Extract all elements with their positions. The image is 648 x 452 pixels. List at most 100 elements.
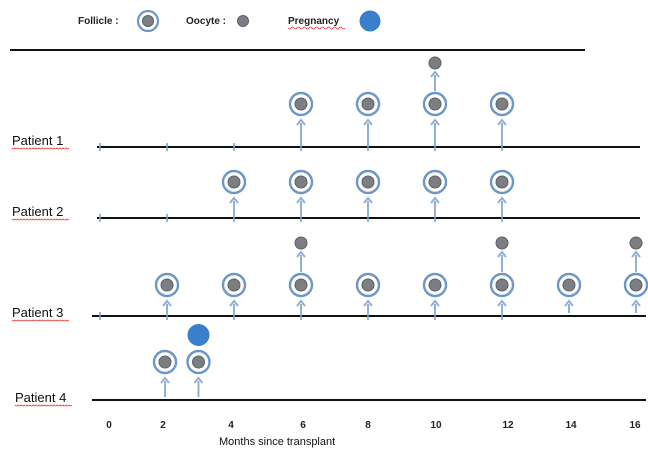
patient-row-3: Patient 3 (11, 236, 648, 322)
x-tick-label: 0 (106, 420, 112, 431)
oocyte-dot (495, 236, 509, 250)
follicle-marker (422, 169, 448, 215)
patient-row-4: Patient 4 (14, 324, 646, 407)
x-axis-tick-labels: 0 2 4 6 8 10 12 14 16 (106, 420, 641, 431)
patient-row-2: Patient 2 (11, 169, 640, 222)
arrow-head (162, 299, 172, 307)
oocyte-marker (629, 236, 643, 272)
follicle-core (294, 175, 308, 189)
arrow-head (631, 250, 641, 258)
legend-oocyte-icon (237, 15, 249, 27)
arrow-head (296, 118, 306, 126)
arrow-head (229, 299, 239, 307)
follicle-core (629, 278, 643, 292)
arrow-head (430, 118, 440, 126)
x-tick-label: 14 (565, 420, 577, 431)
arrow-head (363, 299, 373, 307)
follicle-marker (422, 91, 448, 144)
follicle-marker (154, 272, 180, 313)
x-tick-label: 12 (502, 420, 514, 431)
follicle-marker (489, 169, 515, 215)
follicle-marker (221, 272, 247, 313)
legend-follicle-label: Follicle : (78, 16, 119, 27)
patient-label: Patient 1 (12, 133, 63, 148)
spellcheck-underline (11, 147, 70, 150)
follicle-core (562, 278, 576, 292)
oocyte-dot (294, 236, 308, 250)
arrow-head (497, 196, 507, 204)
follicle-core (227, 175, 241, 189)
x-tick-label: 10 (430, 420, 442, 431)
patient-row-1: Patient 1 (11, 56, 640, 151)
follicle-core (294, 97, 308, 111)
follicle-core (495, 97, 509, 111)
x-tick-label: 2 (160, 420, 166, 431)
x-tick-label: 4 (228, 420, 234, 431)
x-tick-label: 8 (365, 420, 371, 431)
follicle-marker (489, 272, 515, 313)
x-tick-label: 16 (629, 420, 641, 431)
arrow-head (497, 299, 507, 307)
arrow-head (296, 196, 306, 204)
arrow-head (363, 118, 373, 126)
follicle-marker (623, 272, 648, 313)
spellcheck-underline (11, 218, 70, 221)
follicle-core (361, 97, 375, 111)
oocyte-marker (294, 236, 308, 272)
arrow-head (564, 299, 574, 307)
oocyte-dot (629, 236, 643, 250)
follicle-core (361, 175, 375, 189)
follicle-core (192, 355, 205, 369)
follicle-marker (355, 169, 381, 215)
oocyte-marker (495, 236, 509, 272)
arrow-head (296, 250, 306, 258)
follicle-core (495, 175, 509, 189)
follicle-marker (422, 272, 448, 313)
x-axis-title: Months since transplant (219, 436, 335, 448)
legend-oocyte-label: Oocyte : (186, 16, 226, 27)
follicle-core (158, 355, 172, 369)
arrow-head (229, 196, 239, 204)
spellcheck-underline (14, 404, 73, 407)
follicle-core (294, 278, 308, 292)
follicle-marker (221, 169, 247, 215)
follicle-core (428, 175, 442, 189)
legend-pregnancy-icon (359, 10, 381, 32)
oocyte-dot (428, 56, 442, 70)
spellcheck-underline (11, 319, 70, 322)
follicle-core (428, 278, 442, 292)
oocyte-marker (428, 56, 442, 91)
legend-follicle-icon (136, 9, 160, 33)
follicle-marker (152, 349, 178, 397)
follicle-marker (556, 272, 582, 313)
arrow-head (296, 299, 306, 307)
arrow-head (363, 196, 373, 204)
follicle-marker (186, 349, 211, 397)
patient-label: Patient 4 (15, 390, 66, 405)
arrow-head (193, 376, 204, 384)
follicle-marker (288, 91, 314, 144)
arrow-head (497, 250, 507, 258)
arrow-head (631, 299, 641, 307)
follicle-marker (288, 169, 314, 215)
follicle-marker (288, 272, 314, 313)
follicle-core (227, 278, 241, 292)
arrow-head (430, 70, 440, 78)
arrow-head (497, 118, 507, 126)
follicle-core (160, 278, 174, 292)
patient-label: Patient 3 (12, 305, 63, 320)
patient-rows: Patient 1 Patient 2 Patient 3 Patient 4 (11, 56, 648, 407)
follicle-core (495, 278, 509, 292)
follicle-marker (355, 91, 381, 144)
arrow-head (430, 196, 440, 204)
x-tick-label: 6 (300, 420, 306, 431)
legend-pregnancy-spellcheck (287, 26, 346, 30)
follicle-core (428, 97, 442, 111)
arrow-head (160, 376, 170, 384)
patient-label: Patient 2 (12, 204, 63, 219)
legend: Follicle : Oocyte : Pregnancy (78, 9, 381, 33)
follicle-marker (489, 91, 515, 144)
follicle-marker (355, 272, 381, 313)
pregnancy-marker (187, 324, 210, 346)
